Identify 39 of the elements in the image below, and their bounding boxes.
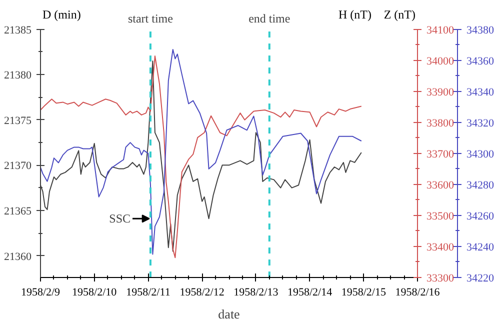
y-tick-label: 21375 xyxy=(4,114,32,127)
x-axis-title: date xyxy=(218,306,240,322)
x-tick-label: 1958/2/16 xyxy=(395,286,440,298)
x-tick-label: 1958/2/15 xyxy=(341,286,386,298)
y-axis-title: D (min) xyxy=(42,7,81,22)
y2-tick-label: 34000 xyxy=(426,55,454,68)
y2-tick-label: 33400 xyxy=(426,241,454,254)
x-tick-label: 1958/2/11 xyxy=(126,286,170,298)
ref-line-label: start time xyxy=(128,11,173,26)
y-tick-label: 21385 xyxy=(4,24,32,36)
y3-tick-label: 34320 xyxy=(466,117,494,130)
y2-tick-label: 33300 xyxy=(426,272,454,284)
ref-line-label: end time xyxy=(248,11,290,26)
y3-tick-label: 34300 xyxy=(466,148,494,160)
y-tick-label: 21360 xyxy=(4,250,32,263)
x-tick-label: 1958/2/14 xyxy=(287,286,333,298)
x-tick-label: 1958/2/13 xyxy=(234,286,279,298)
y-tick-label: 21370 xyxy=(4,160,32,172)
x-tick-label: 1958/2/10 xyxy=(72,286,118,298)
y3-tick-label: 34220 xyxy=(466,272,494,284)
y2-tick-label: 33900 xyxy=(426,86,454,98)
y2-tick-label: 33700 xyxy=(426,148,454,160)
y3-tick-label: 34380 xyxy=(466,24,494,36)
y2-tick-label: 34100 xyxy=(426,24,454,36)
y2-tick-label: 33500 xyxy=(426,210,454,222)
y2-tick-label: 33800 xyxy=(426,117,454,130)
x-tick-label: 1958/2/12 xyxy=(180,286,224,298)
y2-axis-title: H (nT) xyxy=(338,7,372,22)
y-tick-label: 21380 xyxy=(4,70,32,82)
y3-tick-label: 34340 xyxy=(466,86,494,98)
y3-tick-label: 34240 xyxy=(466,241,494,254)
y3-tick-label: 34260 xyxy=(466,210,494,222)
y3-tick-label: 34360 xyxy=(466,55,494,68)
annotation: SSC xyxy=(109,212,131,226)
y3-tick-label: 34280 xyxy=(466,179,494,192)
y-tick-label: 21365 xyxy=(4,205,32,218)
x-tick-label: 1958/2/9 xyxy=(20,286,61,298)
y3-axis-title: Z (nT) xyxy=(384,7,416,22)
y2-tick-label: 33600 xyxy=(426,179,454,192)
